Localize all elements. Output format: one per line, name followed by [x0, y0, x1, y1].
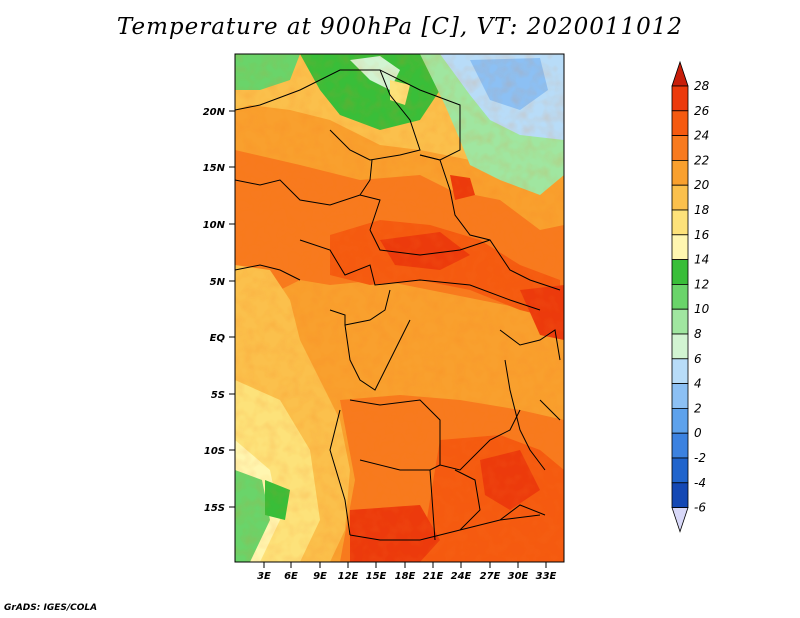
lat-label: 20N — [203, 107, 226, 118]
country-borders — [235, 69, 561, 541]
colorbar-label: -4 — [694, 476, 706, 490]
temperature-field — [235, 54, 564, 562]
colorbar-label: 4 — [694, 377, 702, 391]
lon-label: 3E — [257, 571, 271, 582]
colorbar-bottom-arrow — [671, 507, 689, 533]
lon-label: 30E — [508, 571, 529, 582]
lat-label: 15N — [203, 163, 226, 174]
latitude-ticks: 20N 15N 10N 5N EQ 5S 10S 15S — [203, 107, 235, 514]
colorbar-box — [671, 159, 689, 186]
colorbar-box — [671, 209, 689, 236]
colorbar-box — [671, 110, 689, 137]
lon-label: 15E — [366, 571, 387, 582]
lon-label: 18E — [395, 571, 416, 582]
colorbar-label: -6 — [694, 501, 706, 515]
colorbar-box — [671, 358, 689, 384]
colorbar-box — [671, 383, 689, 409]
colorbar-label: 24 — [694, 129, 709, 143]
map-frame: 20N 15N 10N 5N EQ 5S 10S 15S 3E 6E 9E 12E 15E 18E 21E… — [203, 53, 565, 582]
lon-label: 12E — [338, 571, 359, 582]
map-title: Temperature at 900hPa [C], VT: 202001101… — [116, 14, 684, 40]
colorbar-label: 10 — [694, 302, 710, 316]
lon-label: 21E — [423, 571, 444, 582]
colorbar-box — [671, 234, 689, 261]
lat-label: 5S — [211, 390, 225, 401]
lat-label: 5N — [210, 277, 226, 288]
colorbar-box — [671, 283, 689, 310]
colorbar-box — [671, 259, 689, 285]
colorbar-box — [671, 482, 689, 508]
lon-label: 9E — [313, 571, 327, 582]
colorbar-box — [671, 135, 689, 161]
colorbar-label: 26 — [694, 104, 710, 118]
colorbar-label: 14 — [694, 253, 709, 267]
colorbar-label: 0 — [694, 426, 702, 440]
colorbar-box — [671, 407, 689, 434]
lon-label: 27E — [480, 571, 501, 582]
colorbar-label: 6 — [694, 352, 702, 366]
colorbar-label: 28 — [694, 79, 710, 93]
colorbar-box — [671, 333, 689, 360]
colorbar-label: 16 — [694, 228, 710, 242]
lon-label: 6E — [284, 571, 298, 582]
colorbar-box — [671, 432, 689, 459]
lat-label: 15S — [204, 503, 225, 514]
colorbar-label: 12 — [694, 277, 709, 291]
colorbar-box — [671, 308, 689, 335]
longitude-ticks: 3E 6E 9E 12E 15E 18E 21E 24E 27E 30E 33E — [257, 562, 557, 582]
lon-label: 33E — [536, 571, 557, 582]
colorbar-label: 20 — [694, 178, 710, 192]
lat-label: 10S — [204, 446, 225, 457]
colorbar-top-arrow — [671, 60, 689, 87]
colorbar-box — [671, 184, 689, 211]
colorbar-label: 22 — [694, 153, 709, 167]
colorbar-label: -2 — [694, 451, 706, 465]
colorbar-label: 8 — [694, 327, 702, 341]
lon-label: 24E — [451, 571, 472, 582]
colorbar-box — [671, 457, 689, 484]
grads-credit: GrADS: IGES/COLA — [4, 603, 98, 613]
colorbar-label: 18 — [694, 203, 710, 217]
colorbar-box — [671, 85, 689, 112]
lat-label: EQ — [210, 333, 226, 344]
colorbar-label: 2 — [694, 401, 702, 415]
lat-label: 10N — [203, 220, 226, 231]
